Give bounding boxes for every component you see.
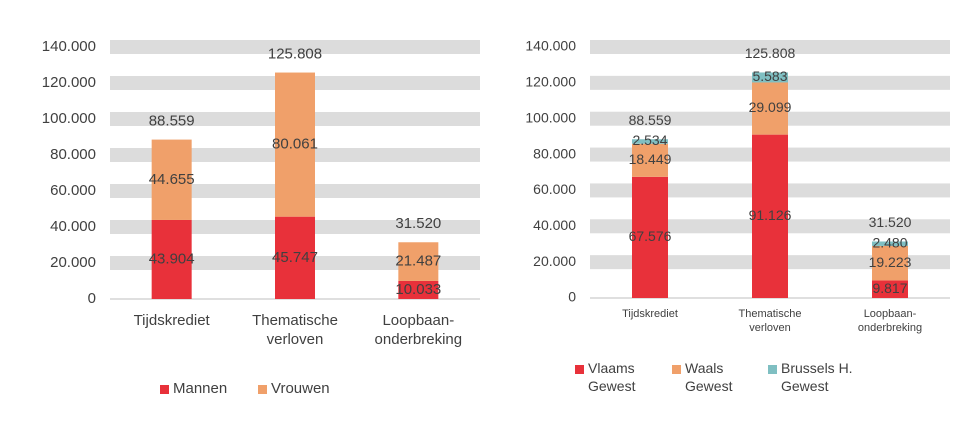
legend-label: Mannen [173,380,228,397]
legend-item: Mannen [160,380,250,399]
bar-segment [752,134,788,298]
value-label: 29.099 [749,99,792,115]
y-tick-label: 60.000 [50,182,96,199]
y-tick-label: 140.000 [525,38,576,54]
bar-segment [151,139,192,220]
legend-label: Waals Gewest [685,360,733,394]
x-tick-label: Thematische verloven [252,312,338,348]
value-label: 18.449 [629,151,672,167]
y-tick-label: 20.000 [533,253,576,269]
y-tick-label: 40.000 [533,217,576,233]
y-tick-label: 0 [568,289,576,305]
legend-label: Vlaams Gewest [588,360,636,394]
x-tick-label: Tijdskrediet [133,312,210,329]
value-label: 43.904 [149,250,195,267]
bar-segment [752,82,788,135]
y-tick-label: 120.000 [525,74,576,90]
y-tick-label: 20.000 [50,254,96,271]
bar-segment [872,241,908,246]
legend-swatch [160,385,169,394]
x-tick-label: Loopbaan-onderbreking [857,308,923,334]
value-label: 5.583 [752,68,787,84]
y-tick-label: 0 [88,290,96,307]
x-tick-label: Thematische verloven [738,308,802,334]
x-tick-label: Tijdskrediet [622,308,678,320]
total-label: 31.520 [869,214,912,230]
value-label: 45.747 [272,249,318,266]
value-label: 10.033 [395,281,441,298]
total-label: 88.559 [149,113,195,130]
y-tick-label: 120.000 [42,74,96,91]
grid-band [590,40,950,54]
value-label: 80.061 [272,136,318,153]
legend-swatch [575,365,584,374]
legend-item: Waals Gewest [672,360,762,395]
bar-segment [632,176,668,298]
legend-item: Vlaams Gewest [575,360,665,395]
bar-segment [632,143,668,177]
value-label: 44.655 [149,171,195,188]
bar-segment [872,280,908,298]
bar-segment [632,139,668,144]
value-label: 19.223 [869,254,912,270]
y-tick-label: 100.000 [42,110,96,127]
bar-segment [151,219,192,299]
value-label: 2.480 [872,234,907,250]
value-label: 9.817 [872,280,907,296]
y-tick-label: 100.000 [525,109,576,125]
y-tick-label: 60.000 [533,181,576,197]
value-label: 91.126 [749,207,792,223]
legend-label: Brussels H. Gewest [781,360,853,394]
bar-segment [872,245,908,281]
total-label: 125.808 [745,45,796,61]
legend-swatch [768,365,777,374]
bar-segment [752,72,788,83]
y-tick-label: 80.000 [533,145,576,161]
total-label: 88.559 [629,112,672,128]
legend-swatch [258,385,267,394]
value-label: 2.534 [632,132,667,148]
legend-label: Vrouwen [271,380,330,397]
value-label: 21.487 [395,253,441,270]
bar-segment [398,242,439,281]
y-tick-label: 140.000 [42,38,96,55]
bar-segment [398,280,439,299]
value-label: 67.576 [629,228,672,244]
legend-item: Vrouwen [258,380,358,399]
x-tick-label: Loopbaan-onderbreking [374,312,463,348]
y-tick-label: 40.000 [50,218,96,235]
bar-segment [275,72,315,217]
total-label: 31.520 [395,215,441,232]
total-label: 125.808 [268,46,322,63]
bar-segment [275,216,315,299]
legend-item: Brussels H. Gewest [768,360,878,395]
y-tick-label: 80.000 [50,146,96,163]
legend-swatch [672,365,681,374]
grid-band [110,40,480,54]
